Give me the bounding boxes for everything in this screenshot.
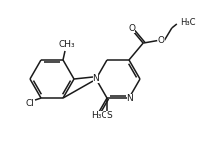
Text: N: N <box>92 74 99 83</box>
Text: O: O <box>93 111 100 120</box>
Text: N: N <box>126 93 133 102</box>
Text: H₃C: H₃C <box>90 111 107 120</box>
Text: Cl: Cl <box>25 99 34 108</box>
Text: CH₃: CH₃ <box>58 41 75 50</box>
Text: O: O <box>157 36 164 45</box>
Text: O: O <box>128 24 135 33</box>
Text: H₃C: H₃C <box>179 19 194 28</box>
Text: S: S <box>106 111 111 120</box>
